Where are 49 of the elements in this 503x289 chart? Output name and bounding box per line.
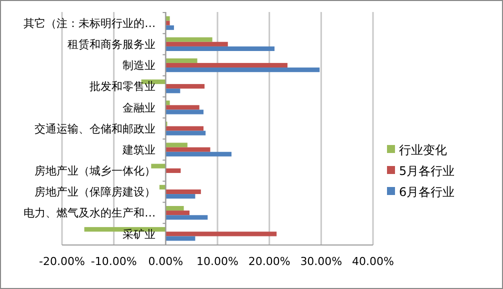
bar (166, 16, 170, 21)
bar (166, 62, 288, 68)
x-tick-label: 20.00% (248, 255, 290, 268)
bar (166, 152, 232, 156)
bar (166, 105, 200, 110)
x-tick-label: 0.00% (148, 255, 184, 268)
y-tick-label: 房地产业（保障房建设） (34, 186, 156, 199)
y-tick-label: 电力、燃气及水的生产和… (24, 206, 156, 220)
bar (166, 194, 196, 199)
x-tick-label: 30.00% (300, 255, 342, 268)
bar (166, 232, 277, 236)
bar (166, 88, 180, 94)
y-tick-label: 其它（注：未标明行业的… (24, 16, 156, 30)
legend-label: 5月各行业 (399, 164, 455, 178)
bar (166, 206, 184, 211)
x-tick-label: 10.00% (196, 255, 238, 268)
bar (166, 236, 196, 241)
bar (166, 142, 188, 148)
bar (166, 189, 201, 194)
bar (166, 46, 275, 52)
bar (166, 20, 170, 26)
y-tick-label: 采矿业 (122, 228, 156, 241)
y-tick-label: 交通运输、仓储和邮政业 (34, 122, 156, 136)
bar (166, 147, 210, 152)
bar (166, 210, 190, 216)
y-tick-label: 金融业 (122, 101, 156, 114)
bar (166, 68, 320, 72)
bar (166, 25, 174, 30)
y-tick-label: 房地产业（城乡一体化） (34, 164, 156, 178)
bar (166, 110, 204, 114)
bar (166, 58, 198, 63)
bar (166, 84, 205, 89)
bar (166, 37, 212, 42)
y-tick-label: 建筑业 (122, 143, 156, 156)
bar (166, 215, 208, 220)
legend-label: 6月各行业 (399, 185, 455, 200)
bar (166, 130, 206, 136)
bar (166, 126, 204, 131)
x-tick-label: -10.00% (90, 255, 137, 268)
bar (166, 168, 181, 173)
legend-label: 行业变化 (399, 143, 447, 158)
x-tick-label: -20.00% (39, 255, 85, 268)
x-tick-label: 40.00% (352, 255, 394, 268)
bar (151, 164, 166, 168)
bar (166, 100, 170, 106)
bar (166, 42, 228, 46)
y-tick-label: 租赁和商务服务业 (68, 38, 156, 52)
y-tick-label: 制造业 (122, 59, 156, 72)
y-tick-label: 批发和零售业 (90, 80, 156, 94)
